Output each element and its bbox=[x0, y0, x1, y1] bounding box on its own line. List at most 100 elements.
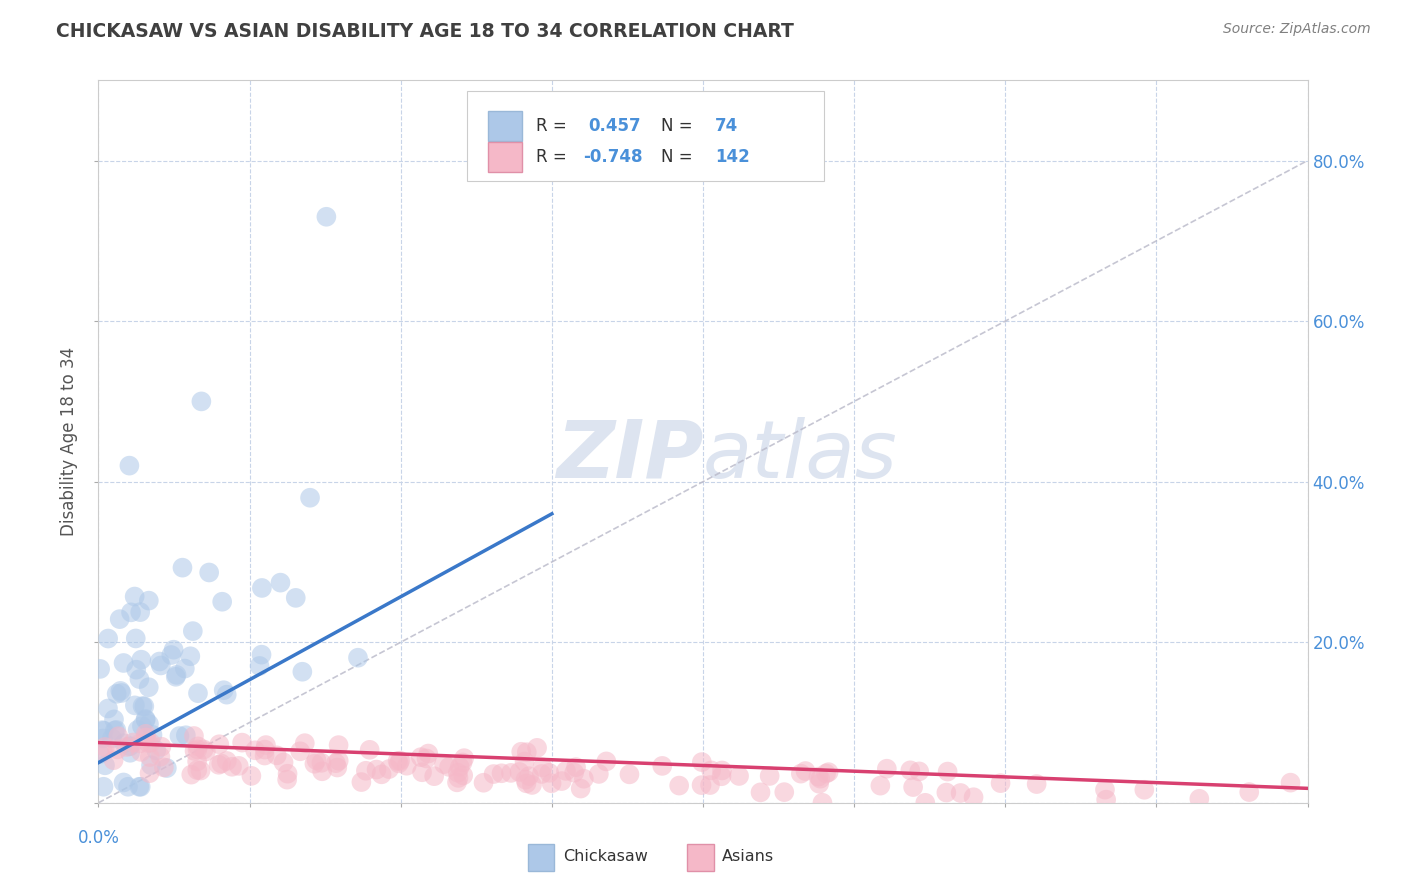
Point bbox=[898, 764, 921, 778]
Point bbox=[156, 761, 179, 775]
Point bbox=[97, 632, 120, 646]
Point bbox=[690, 778, 713, 792]
Point bbox=[250, 581, 273, 595]
Point bbox=[231, 736, 253, 750]
Point bbox=[811, 796, 834, 810]
Point bbox=[619, 767, 641, 781]
Point bbox=[869, 779, 891, 793]
Text: ZIP: ZIP bbox=[555, 417, 703, 495]
Text: 74: 74 bbox=[716, 118, 738, 136]
Point bbox=[807, 770, 830, 784]
Point bbox=[145, 743, 167, 757]
Point bbox=[530, 767, 553, 781]
Point bbox=[148, 655, 170, 669]
Point bbox=[112, 656, 135, 670]
Point bbox=[266, 748, 288, 763]
Point bbox=[409, 750, 432, 764]
Point bbox=[136, 736, 159, 750]
Point bbox=[254, 738, 277, 752]
Point bbox=[565, 760, 588, 774]
Point bbox=[1279, 775, 1302, 789]
Point bbox=[186, 755, 208, 769]
Point bbox=[127, 723, 149, 737]
Point bbox=[97, 701, 120, 715]
Point bbox=[172, 560, 194, 574]
Point bbox=[550, 774, 572, 789]
Point bbox=[139, 758, 162, 772]
Point bbox=[354, 764, 377, 778]
Point bbox=[135, 713, 157, 727]
Point bbox=[215, 754, 238, 768]
Point bbox=[453, 751, 475, 765]
Point bbox=[120, 605, 142, 619]
Point bbox=[299, 491, 322, 505]
Text: R =: R = bbox=[536, 148, 572, 166]
Point bbox=[129, 605, 152, 619]
Point bbox=[174, 728, 197, 742]
Point bbox=[129, 780, 152, 794]
Point bbox=[437, 760, 460, 774]
Point bbox=[243, 743, 266, 757]
Point bbox=[139, 750, 162, 764]
Point bbox=[105, 687, 128, 701]
Point bbox=[125, 663, 148, 677]
Point bbox=[433, 757, 456, 772]
Point bbox=[240, 769, 263, 783]
Point bbox=[749, 785, 772, 799]
Point bbox=[183, 729, 205, 743]
Point bbox=[89, 747, 111, 761]
Point bbox=[472, 776, 495, 790]
Point bbox=[173, 661, 195, 675]
Y-axis label: Disability Age 18 to 34: Disability Age 18 to 34 bbox=[60, 347, 79, 536]
Point bbox=[347, 650, 370, 665]
Point bbox=[1094, 782, 1116, 797]
Point bbox=[128, 672, 150, 686]
Point bbox=[817, 765, 839, 780]
FancyBboxPatch shape bbox=[467, 91, 824, 181]
Point bbox=[388, 756, 411, 771]
Point bbox=[135, 712, 157, 726]
Point bbox=[153, 760, 176, 774]
Point bbox=[790, 766, 813, 780]
Point bbox=[311, 756, 333, 770]
Point bbox=[187, 686, 209, 700]
Point bbox=[187, 739, 209, 754]
Point bbox=[499, 765, 522, 780]
Point bbox=[124, 698, 146, 713]
Point bbox=[115, 739, 138, 754]
Point bbox=[328, 738, 350, 752]
Text: Chickasaw: Chickasaw bbox=[562, 849, 648, 864]
Point bbox=[808, 777, 831, 791]
Point bbox=[93, 780, 115, 794]
Point bbox=[690, 755, 713, 769]
Point bbox=[526, 740, 548, 755]
Point bbox=[138, 717, 160, 731]
Point bbox=[449, 760, 471, 774]
Point bbox=[482, 767, 505, 781]
Point bbox=[91, 723, 114, 738]
Point bbox=[901, 780, 924, 794]
Point bbox=[249, 659, 271, 673]
Point bbox=[794, 764, 817, 778]
Point bbox=[491, 766, 513, 780]
Point bbox=[94, 758, 117, 772]
Point bbox=[277, 766, 299, 780]
Point bbox=[118, 458, 141, 473]
Point bbox=[138, 766, 160, 780]
Point bbox=[446, 775, 468, 789]
Point bbox=[773, 785, 796, 799]
Point bbox=[134, 699, 156, 714]
Point bbox=[91, 731, 114, 746]
Point bbox=[118, 739, 141, 754]
Point bbox=[949, 786, 972, 800]
Point bbox=[128, 780, 150, 794]
Point bbox=[936, 764, 959, 779]
Point bbox=[149, 658, 172, 673]
Point bbox=[935, 786, 957, 800]
FancyBboxPatch shape bbox=[688, 844, 714, 871]
Point bbox=[305, 753, 328, 767]
Point bbox=[211, 595, 233, 609]
Point bbox=[135, 731, 157, 745]
Point bbox=[194, 744, 217, 758]
Point bbox=[89, 662, 111, 676]
